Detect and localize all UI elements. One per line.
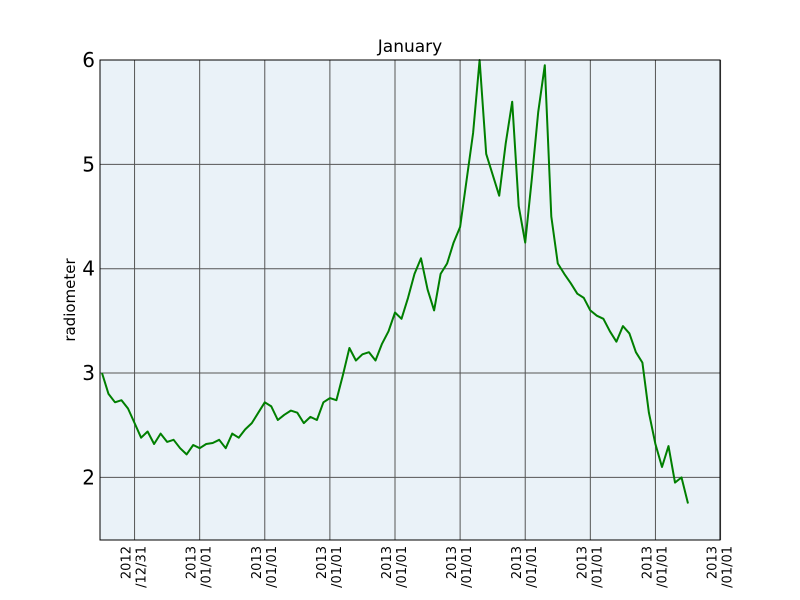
x-tick-label-line: 2013 — [185, 546, 200, 579]
x-tick-label: 2013/01/01 — [706, 546, 736, 588]
y-tick-label: 3 — [82, 361, 95, 385]
x-tick-label: 2012/12/31 — [120, 546, 150, 588]
x-tick-label-line: 2013 — [380, 546, 395, 579]
x-tick-label-line: /01/01 — [721, 546, 736, 588]
x-tick-label-line: 2012 — [120, 546, 135, 579]
x-tick-label-line: /01/01 — [590, 546, 605, 588]
series-line — [101, 59, 689, 504]
y-axis-label: radiometer — [61, 257, 79, 341]
x-tick-label-line: 2013 — [640, 546, 655, 579]
x-tick-label-line: 2013 — [575, 546, 590, 579]
x-tick-label-line: 2013 — [250, 546, 265, 579]
plot-area — [100, 60, 720, 540]
x-tick-label-line: /01/01 — [525, 546, 540, 588]
x-axis-ticks: 2012/12/31 2013/01/01 2013/01/01 2013/01/01… — [120, 546, 736, 588]
x-tick-label: 2013/01/01 — [185, 546, 215, 588]
x-tick-label-line: 2013 — [706, 546, 721, 579]
x-tick-label-line: /01/01 — [460, 546, 475, 588]
y-tick-label: 4 — [82, 257, 95, 281]
x-tick-label: 2013/01/01 — [510, 546, 540, 588]
x-tick-label-line: /12/31 — [135, 546, 150, 588]
y-tick-label: 2 — [82, 465, 95, 489]
y-axis-ticks: 2 3 4 5 6 — [82, 48, 95, 489]
x-tick-label-line: 2013 — [445, 546, 460, 579]
x-tick-label: 2013/01/01 — [445, 546, 475, 588]
x-tick-label: 2013/01/01 — [250, 546, 280, 588]
x-tick-label-line: /01/01 — [265, 546, 280, 588]
x-tick-label-line: /01/01 — [395, 546, 410, 588]
x-tick-label-line: /01/01 — [655, 546, 670, 588]
y-tick-label: 6 — [82, 48, 95, 72]
x-tick-label: 2013/01/01 — [380, 546, 410, 588]
x-tick-label-line: /01/01 — [200, 546, 215, 588]
x-tick-label: 2013/01/01 — [640, 546, 670, 588]
x-tick-label: 2013/01/01 — [575, 546, 605, 588]
chart-title: January — [377, 37, 442, 57]
x-tick-label-line: 2013 — [315, 546, 330, 579]
y-tick-label: 5 — [82, 152, 95, 176]
x-tick-label-line: 2013 — [510, 546, 525, 579]
x-tick-label-line: /01/01 — [330, 546, 345, 588]
x-tick-label: 2013/01/01 — [315, 546, 345, 588]
plot-frame — [99, 59, 721, 541]
